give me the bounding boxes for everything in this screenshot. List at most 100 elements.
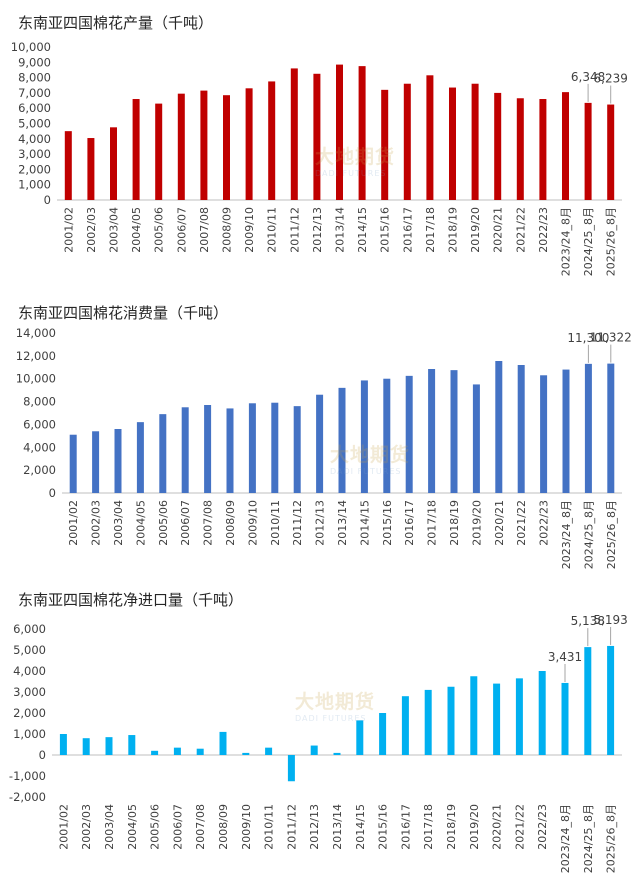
y-tick-label: 10,000 <box>16 372 56 386</box>
bar <box>132 99 140 200</box>
bar <box>181 407 189 493</box>
x-tick-label: 2022/23 <box>537 207 550 253</box>
bar <box>87 138 95 200</box>
x-tick-label: 2008/09 <box>217 804 230 850</box>
x-tick-label: 2003/04 <box>103 804 116 850</box>
data-label: 5,138 <box>571 614 605 628</box>
x-tick-label: 2021/22 <box>513 804 526 850</box>
bar <box>177 93 185 200</box>
x-tick-label: 2024/25_8月 <box>582 500 595 569</box>
y-tick-label: 6,000 <box>13 622 46 636</box>
x-tick-label: 2020/21 <box>491 804 504 850</box>
bar <box>450 370 458 493</box>
y-tick-label: 2,000 <box>13 706 46 720</box>
net-import-plot: -2,000 -1,000 0 1,000 2,000 3,000 4,000 5,000 6,… <box>9 613 628 873</box>
bar <box>287 755 295 782</box>
x-tick-label: 2004/05 <box>134 500 147 546</box>
x-tick-label: 2025/26_8月 <box>605 500 618 569</box>
y-tick-label: 4,000 <box>13 664 46 678</box>
x-tick-label: 2005/06 <box>153 207 166 253</box>
bar <box>338 387 346 493</box>
x-tick-label: 2011/12 <box>291 500 304 546</box>
x-tick-label: 2005/06 <box>157 500 170 546</box>
x-tick-label: 2019/20 <box>470 500 483 546</box>
bar <box>223 95 230 200</box>
y-tick-label: 1,000 <box>13 727 46 741</box>
x-tick-label: 2004/05 <box>126 804 139 850</box>
x-tick-label: 2004/05 <box>130 207 143 253</box>
chart-title: 东南亚四国棉花消费量（千吨） <box>18 304 229 322</box>
data-label: 3,431 <box>548 650 582 664</box>
x-tick-label: 2007/08 <box>194 804 207 850</box>
bar <box>204 405 212 493</box>
bar <box>64 131 72 200</box>
x-tick-label: 2016/17 <box>403 500 416 546</box>
x-tick-label: 2013/14 <box>336 500 349 546</box>
bar <box>268 81 276 200</box>
y-tick-label: 3,000 <box>18 147 51 161</box>
x-tick-label: 2002/03 <box>90 500 103 546</box>
bar <box>110 127 117 200</box>
x-tick-label: 2018/19 <box>448 500 461 546</box>
x-tick-label: 2010/11 <box>263 804 276 850</box>
x-tick-label: 2006/07 <box>179 500 192 546</box>
x-tick-label: 2014/15 <box>356 207 369 253</box>
x-tick-label: 2018/19 <box>447 207 460 253</box>
bar <box>114 429 122 493</box>
x-tick-label: 2017/18 <box>424 207 437 253</box>
x-tick-label: 2017/18 <box>422 804 435 850</box>
bar <box>607 363 615 493</box>
x-tick-label: 2012/13 <box>314 500 327 546</box>
x-tick-label: 2001/02 <box>62 207 75 253</box>
x-tick-label: 2010/11 <box>269 500 282 546</box>
x-tick-label: 2003/04 <box>112 500 125 546</box>
bar <box>540 375 548 493</box>
data-label: 5,193 <box>593 613 627 627</box>
bar <box>495 361 503 493</box>
x-tick-label: 2024/25_8月 <box>582 207 595 276</box>
y-tick-label: 9,000 <box>18 55 51 69</box>
x-tick-label: 2023/24_8月 <box>560 500 573 569</box>
x-tick-label: 2013/14 <box>331 804 344 850</box>
x-tick-label: 2001/02 <box>67 500 80 546</box>
bar <box>242 752 250 755</box>
x-tick-label: 2024/25_8月 <box>582 804 595 873</box>
bar <box>493 683 501 755</box>
x-tick-label: 2015/16 <box>381 500 394 546</box>
bar <box>105 737 113 755</box>
bar <box>333 752 341 755</box>
x-tick-label: 2022/23 <box>536 804 549 850</box>
x-tick-label: 2019/20 <box>469 207 482 253</box>
x-tick-label: 2023/24_8月 <box>560 207 573 276</box>
x-tick-label: 2020/21 <box>492 207 505 253</box>
x-tick-label: 2016/17 <box>399 804 412 850</box>
bar <box>69 434 77 493</box>
bar <box>516 98 524 200</box>
bar <box>539 99 547 200</box>
bar <box>607 645 615 755</box>
x-tick-label: 2007/08 <box>202 500 215 546</box>
y-tick-label: 10,000 <box>11 40 51 54</box>
production-chart: 东南亚四国棉花产量（千吨） 0 1,000 2,000 3,000 4,000 5,000… <box>0 0 640 290</box>
y-tick-label: 0 <box>39 748 46 762</box>
consumption-plot: 0 2,000 4,000 6,000 8,000 10,000 12,000 14,000 2… <box>16 326 632 569</box>
x-tick-label: 2008/09 <box>224 500 237 546</box>
bar <box>584 647 592 755</box>
x-tick-label: 2017/18 <box>426 500 439 546</box>
bar <box>584 102 592 200</box>
bar <box>290 68 298 200</box>
net-import-chart: 东南亚四国棉花净进口量（千吨） -2,000 -1,000 0 1,000 2,000 3… <box>0 577 640 883</box>
x-tick-label: 2009/10 <box>246 500 259 546</box>
data-label: 11,300 <box>567 331 609 345</box>
bar <box>248 403 256 493</box>
x-tick-label: 2016/17 <box>401 207 414 253</box>
bar <box>313 73 321 200</box>
x-tick-label: 2012/13 <box>311 207 324 253</box>
bar <box>426 75 434 200</box>
chart-title: 东南亚四国棉花产量（千吨） <box>18 14 214 32</box>
x-tick-label: 2023/24_8月 <box>559 804 572 873</box>
y-tick-label: 5,000 <box>18 117 51 131</box>
bar <box>151 750 159 755</box>
x-tick-label: 2021/22 <box>514 207 527 253</box>
